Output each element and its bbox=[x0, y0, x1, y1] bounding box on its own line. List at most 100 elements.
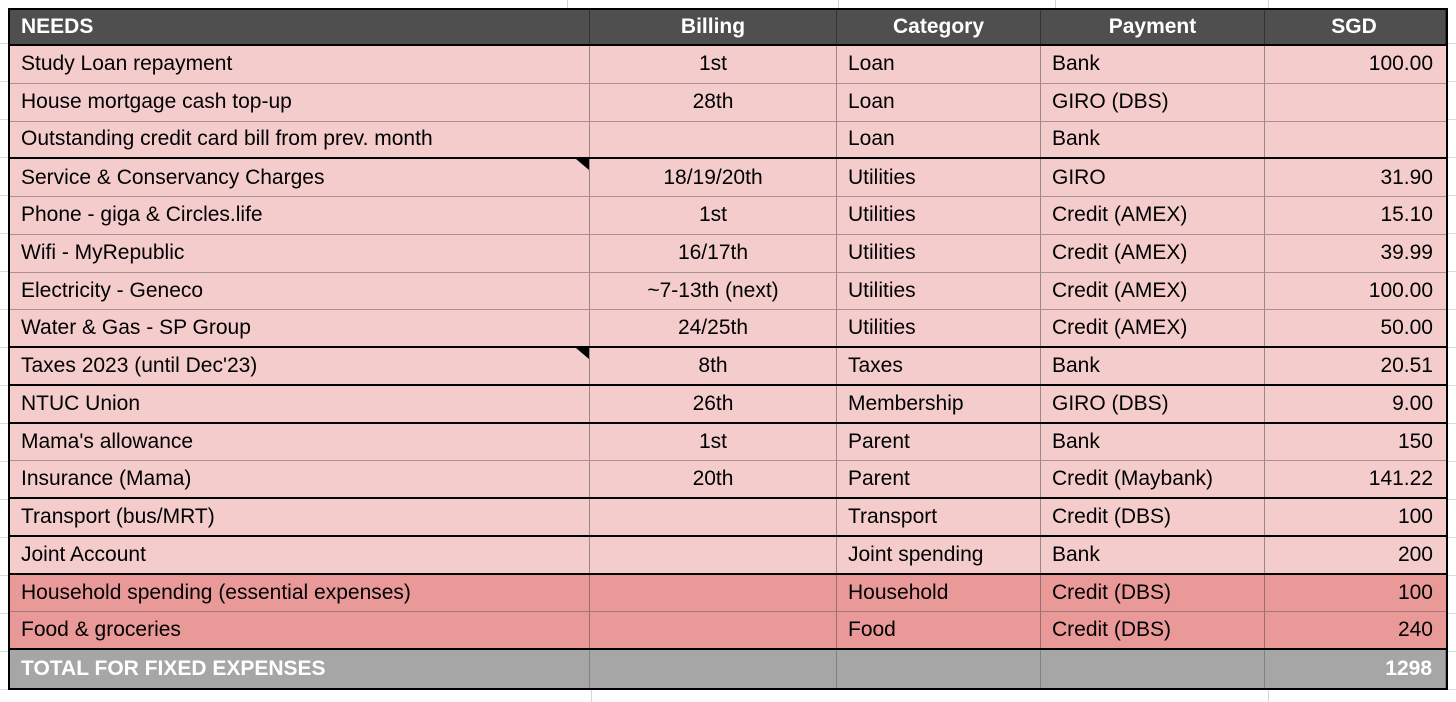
cell-category[interactable]: Utilities bbox=[837, 197, 1041, 234]
header-needs[interactable]: NEEDS bbox=[10, 10, 590, 44]
cell-payment[interactable]: Credit (DBS) bbox=[1041, 574, 1265, 612]
table-row: Taxes 2023 (until Dec'23) 8th Taxes Bank 20.… bbox=[10, 348, 1446, 386]
cell-billing[interactable]: 20th bbox=[590, 461, 837, 498]
cell-payment[interactable]: GIRO (DBS) bbox=[1041, 385, 1265, 422]
cell-sgd[interactable]: 39.99 bbox=[1380, 241, 1433, 265]
cell-needs[interactable]: Food & groceries bbox=[10, 612, 590, 649]
cell-billing[interactable] bbox=[590, 574, 837, 612]
cell-category[interactable]: Taxes bbox=[837, 348, 1041, 384]
header-billing[interactable]: Billing bbox=[590, 10, 837, 44]
cell-billing[interactable]: 1st bbox=[590, 46, 837, 83]
cell-payment[interactable]: Credit (AMEX) bbox=[1041, 272, 1265, 310]
cell-category[interactable]: Transport bbox=[837, 499, 1041, 535]
table-row: Electricity - Geneco ~7-13th (next) Utilit… bbox=[10, 272, 1446, 311]
cell-payment[interactable]: Bank bbox=[1041, 536, 1265, 573]
cell-sgd[interactable]: 20.51 bbox=[1380, 353, 1433, 377]
cell-sgd[interactable] bbox=[1265, 84, 1446, 121]
cell-payment[interactable]: Credit (AMEX) bbox=[1041, 310, 1265, 347]
cell-category[interactable]: Household bbox=[837, 574, 1041, 612]
cell-needs[interactable]: Electricity - Geneco bbox=[10, 272, 590, 310]
cell-billing[interactable]: 24/25th bbox=[590, 310, 837, 347]
cell-sgd[interactable]: 31.90 bbox=[1380, 165, 1433, 189]
cell-needs[interactable]: Service & Conservancy Charges bbox=[10, 159, 590, 197]
cell-empty[interactable] bbox=[590, 650, 837, 688]
cell-category[interactable]: Parent bbox=[837, 423, 1041, 461]
cell-sgd[interactable]: 141.22 bbox=[1368, 467, 1433, 491]
background-gridline bbox=[591, 690, 592, 702]
cell-sgd[interactable]: 200 bbox=[1397, 542, 1433, 566]
cell-billing[interactable] bbox=[590, 499, 837, 535]
cell-category[interactable]: Membership bbox=[837, 385, 1041, 422]
cell-needs[interactable]: Study Loan repayment bbox=[10, 46, 590, 83]
cell-payment[interactable]: Credit (DBS) bbox=[1041, 499, 1265, 535]
cell-payment[interactable]: Credit (Maybank) bbox=[1041, 461, 1265, 498]
cell-sgd[interactable]: 50.00 bbox=[1380, 316, 1433, 340]
table-row: Wifi - MyRepublic 16/17th Utilities Credit … bbox=[10, 234, 1446, 273]
background-gridline bbox=[567, 0, 568, 8]
cell-billing[interactable]: 26th bbox=[590, 385, 837, 422]
cell-category[interactable]: Utilities bbox=[837, 272, 1041, 310]
cell-sgd[interactable]: 100.00 bbox=[1368, 52, 1433, 76]
header-sgd[interactable]: SGD bbox=[1265, 10, 1446, 44]
cell-billing[interactable]: 16/17th bbox=[590, 234, 837, 272]
table-row: Service & Conservancy Charges 18/19/20th U… bbox=[10, 159, 1446, 198]
cell-payment[interactable]: Credit (AMEX) bbox=[1041, 234, 1265, 272]
cell-sgd[interactable]: 100 bbox=[1397, 505, 1433, 529]
cell-needs[interactable]: Mama's allowance bbox=[10, 423, 590, 461]
cell-needs[interactable]: Outstanding credit card bill from prev. … bbox=[10, 121, 590, 158]
cell-needs[interactable]: Transport (bus/MRT) bbox=[10, 499, 590, 535]
cell-payment[interactable]: Bank bbox=[1041, 348, 1265, 384]
cell-category[interactable]: Loan bbox=[837, 121, 1041, 158]
cell-payment[interactable]: Bank bbox=[1041, 121, 1265, 158]
background-gridline bbox=[1268, 690, 1269, 702]
cell-category[interactable]: Utilities bbox=[837, 234, 1041, 272]
table-row: Joint Account Joint spending Bank 200 bbox=[10, 536, 1446, 575]
cell-sgd[interactable] bbox=[1265, 122, 1446, 158]
cell-needs[interactable]: Phone - giga & Circles.life bbox=[10, 197, 590, 234]
cell-needs[interactable]: Water & Gas - SP Group bbox=[10, 310, 590, 347]
cell-needs[interactable]: Taxes 2023 (until Dec'23) bbox=[10, 348, 590, 384]
cell-empty[interactable] bbox=[1041, 650, 1265, 688]
cell-payment[interactable]: GIRO bbox=[1041, 159, 1265, 197]
cell-needs[interactable]: Insurance (Mama) bbox=[10, 461, 590, 498]
cell-billing[interactable]: ~7-13th (next) bbox=[590, 272, 837, 310]
cell-needs[interactable]: House mortgage cash top-up bbox=[10, 83, 590, 121]
cell-billing[interactable]: 1st bbox=[590, 423, 837, 461]
cell-payment[interactable]: Credit (DBS) bbox=[1041, 612, 1265, 649]
expenses-table: NEEDS Billing Category Payment SGD Study… bbox=[8, 8, 1448, 690]
cell-sgd[interactable]: 9.00 bbox=[1392, 391, 1433, 415]
total-value[interactable]: 1298 bbox=[1265, 650, 1446, 688]
cell-needs[interactable]: Household spending (essential expenses) bbox=[10, 574, 590, 612]
cell-payment[interactable]: Credit (AMEX) bbox=[1041, 197, 1265, 234]
cell-billing[interactable]: 1st bbox=[590, 197, 837, 234]
header-payment[interactable]: Payment bbox=[1041, 10, 1265, 44]
cell-sgd[interactable]: 240 bbox=[1397, 618, 1433, 642]
header-category[interactable]: Category bbox=[837, 10, 1041, 44]
cell-sgd[interactable]: 100 bbox=[1397, 581, 1433, 605]
cell-category[interactable]: Parent bbox=[837, 461, 1041, 498]
cell-sgd[interactable]: 150 bbox=[1397, 430, 1433, 454]
cell-empty[interactable] bbox=[837, 650, 1041, 688]
cell-category[interactable]: Joint spending bbox=[837, 536, 1041, 573]
cell-sgd[interactable]: 15.10 bbox=[1380, 203, 1433, 227]
cell-billing[interactable]: 28th bbox=[590, 83, 837, 121]
cell-category[interactable]: Food bbox=[837, 612, 1041, 649]
cell-needs[interactable]: NTUC Union bbox=[10, 385, 590, 422]
total-row: TOTAL FOR FIXED EXPENSES 1298 bbox=[10, 650, 1446, 688]
total-label[interactable]: TOTAL FOR FIXED EXPENSES bbox=[10, 650, 590, 688]
cell-payment[interactable]: Bank bbox=[1041, 46, 1265, 83]
cell-billing[interactable] bbox=[590, 612, 837, 649]
cell-billing[interactable] bbox=[590, 121, 837, 158]
cell-billing[interactable]: 8th bbox=[590, 348, 837, 384]
cell-sgd[interactable]: 100.00 bbox=[1368, 278, 1433, 302]
cell-needs[interactable]: Wifi - MyRepublic bbox=[10, 234, 590, 272]
cell-category[interactable]: Utilities bbox=[837, 159, 1041, 197]
cell-billing[interactable] bbox=[590, 536, 837, 573]
cell-needs[interactable]: Joint Account bbox=[10, 536, 590, 573]
cell-category[interactable]: Utilities bbox=[837, 310, 1041, 347]
cell-billing[interactable]: 18/19/20th bbox=[590, 159, 837, 197]
cell-payment[interactable]: GIRO (DBS) bbox=[1041, 83, 1265, 121]
cell-category[interactable]: Loan bbox=[837, 46, 1041, 83]
cell-payment[interactable]: Bank bbox=[1041, 423, 1265, 461]
cell-category[interactable]: Loan bbox=[837, 83, 1041, 121]
